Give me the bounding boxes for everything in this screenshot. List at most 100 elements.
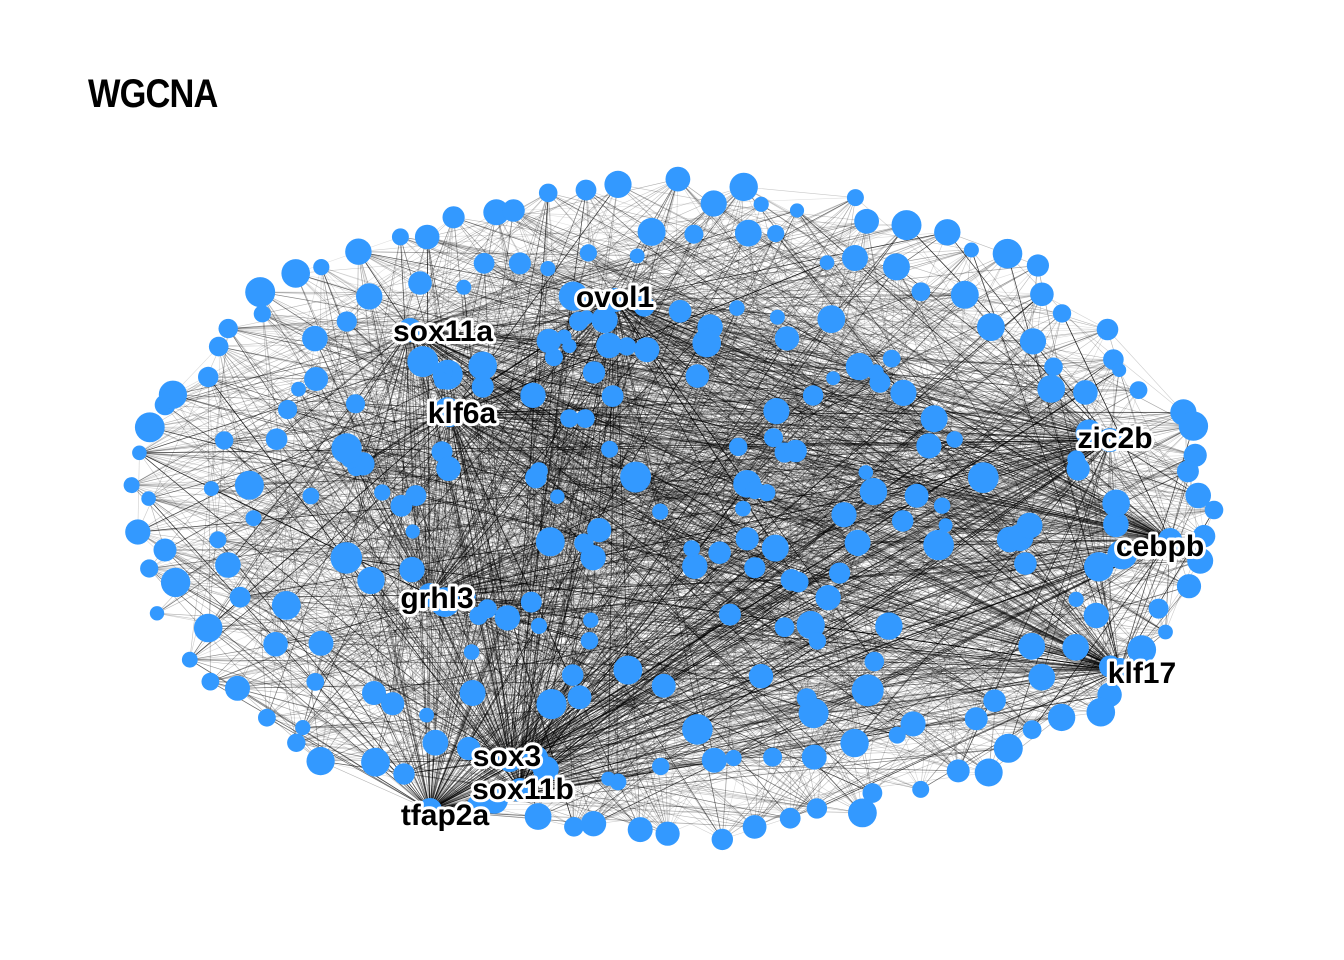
edge	[427, 236, 1099, 568]
gene-node	[798, 698, 829, 729]
gene-node	[977, 313, 1005, 341]
edge	[362, 414, 451, 465]
edge	[736, 307, 1171, 541]
edge	[217, 539, 914, 725]
edge	[362, 463, 815, 758]
edge	[139, 452, 276, 645]
gene-node	[992, 238, 1023, 269]
gene-node	[684, 224, 704, 244]
edge	[447, 252, 589, 375]
edge	[691, 547, 776, 549]
edge	[813, 700, 995, 714]
gene-node	[1022, 720, 1042, 740]
edge	[637, 232, 948, 257]
gene-node	[295, 720, 311, 736]
gene-node	[287, 733, 306, 752]
edge	[644, 305, 1117, 504]
edge	[189, 631, 1166, 660]
edge	[302, 186, 744, 728]
edge	[355, 403, 1111, 441]
edge	[449, 338, 788, 416]
edge	[302, 717, 1062, 728]
gene-node	[271, 591, 301, 620]
edge	[139, 452, 855, 744]
edge	[697, 712, 814, 730]
edge	[422, 361, 479, 616]
edge	[585, 189, 858, 543]
gene-node	[1178, 411, 1209, 441]
edge	[409, 329, 834, 379]
edge	[548, 340, 580, 698]
gene-node	[729, 300, 745, 316]
gene-node	[306, 747, 335, 776]
edge	[507, 508, 744, 619]
edge	[547, 192, 1033, 730]
gene-node	[253, 305, 271, 323]
edge	[679, 311, 1166, 633]
gene-node	[725, 749, 742, 767]
gene-node	[963, 242, 979, 258]
gene-node	[123, 477, 140, 494]
gene-node	[700, 190, 727, 217]
edge	[1019, 537, 1077, 600]
edge	[350, 184, 619, 458]
edge	[583, 452, 785, 544]
gene-node	[819, 255, 835, 270]
gene-node	[345, 394, 366, 414]
edge	[614, 299, 874, 492]
edge	[467, 596, 668, 834]
edge	[409, 329, 1079, 470]
edge	[137, 452, 140, 533]
edge	[217, 378, 317, 540]
edge	[321, 266, 1201, 562]
edge	[1019, 537, 1171, 541]
gene-node	[938, 518, 953, 533]
edge	[403, 563, 1026, 775]
edge	[400, 236, 991, 328]
gene-node	[198, 366, 219, 388]
gene-node	[304, 367, 329, 391]
edge	[409, 210, 514, 331]
edge	[296, 692, 473, 744]
edge	[362, 463, 1062, 718]
edge	[400, 236, 1171, 541]
edge	[494, 799, 863, 814]
edge	[484, 262, 1111, 441]
edge	[604, 319, 1171, 541]
edge	[449, 414, 858, 544]
edge	[519, 263, 1121, 671]
edge	[189, 560, 1201, 660]
edge	[513, 210, 1171, 541]
edge	[626, 249, 972, 347]
gene-node	[748, 664, 774, 689]
edge	[709, 326, 930, 447]
gene-node	[1052, 304, 1072, 323]
edge	[320, 760, 431, 811]
gene-node	[434, 372, 451, 390]
edge	[148, 231, 652, 499]
edge	[867, 266, 897, 691]
edge	[635, 476, 939, 546]
edge	[275, 321, 348, 645]
edge	[449, 414, 873, 794]
edge	[496, 212, 955, 440]
edge	[578, 321, 991, 328]
edge	[928, 445, 1077, 460]
edge	[693, 234, 711, 328]
edge	[636, 255, 874, 492]
edge	[409, 320, 579, 331]
edge	[149, 477, 536, 569]
edge	[175, 582, 1097, 616]
edge	[447, 374, 814, 396]
edge	[266, 608, 1159, 718]
edge	[266, 329, 411, 718]
edge	[588, 252, 917, 497]
edge	[210, 451, 443, 682]
edge	[409, 329, 540, 627]
gene-node	[550, 489, 565, 504]
gene-node	[218, 318, 238, 339]
gene-node	[574, 533, 594, 553]
edge	[287, 409, 641, 830]
edge	[635, 476, 1099, 568]
edge	[429, 326, 711, 596]
